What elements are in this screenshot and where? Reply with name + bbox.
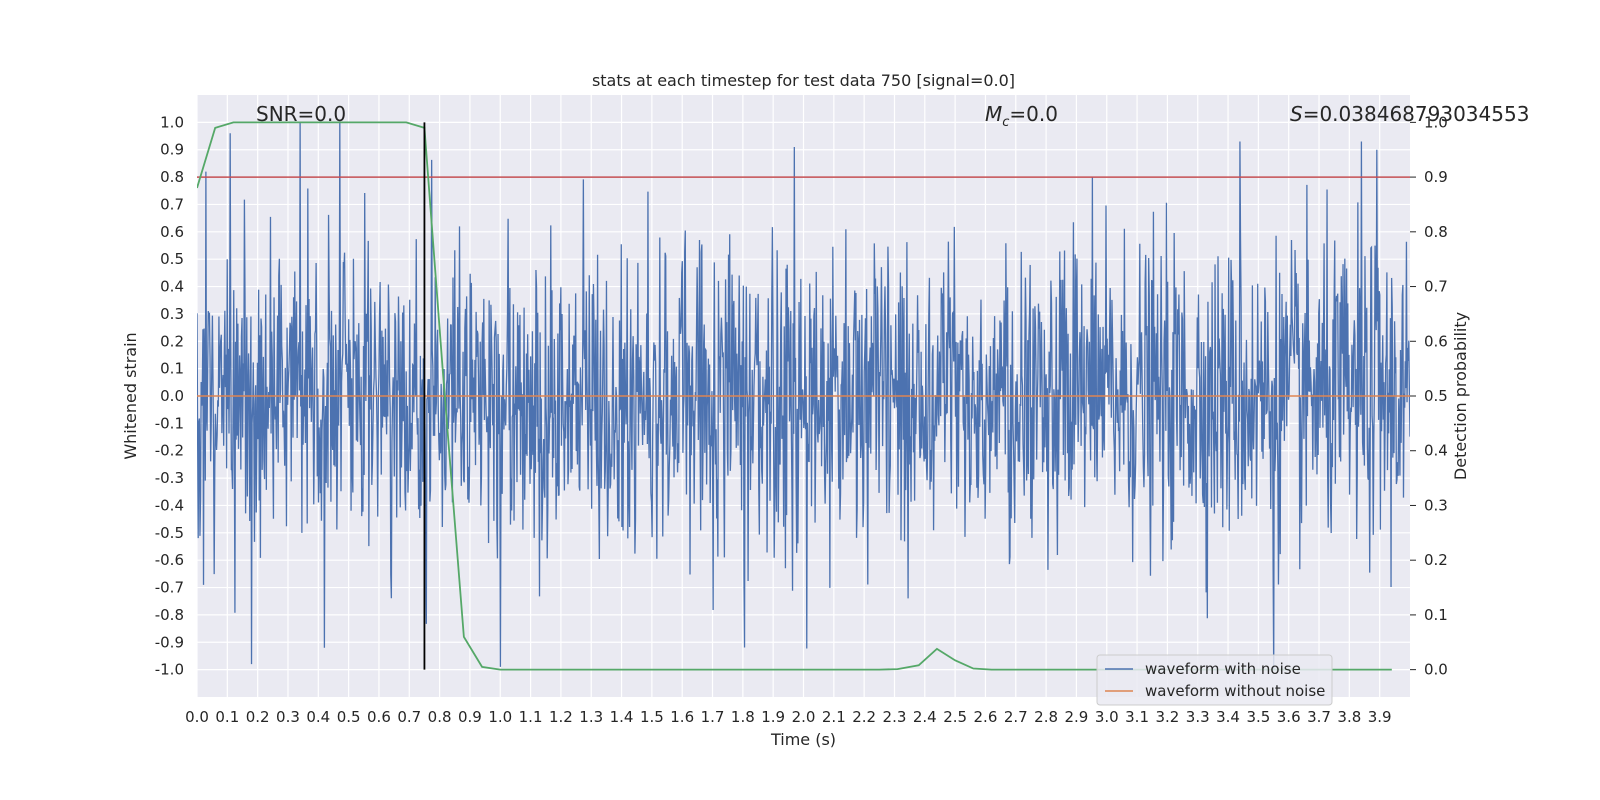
y-tick-label: -0.6 [155, 551, 184, 569]
mc-annotation: Mc=0.0 [985, 102, 1058, 130]
x-tick-label: 2.2 [852, 708, 876, 726]
x-tick-label: 3.5 [1246, 708, 1270, 726]
y-tick-label: -0.8 [155, 606, 184, 624]
x-tick-label: 2.0 [792, 708, 816, 726]
mc-subscript: c [1002, 115, 1009, 130]
y-tick-label: -0.9 [155, 633, 184, 651]
legend-label: waveform without noise [1145, 682, 1325, 700]
y-right-tick-label: 0.5 [1424, 387, 1448, 405]
y-axis-label-right: Detection probability [1451, 312, 1470, 480]
x-tick-label: 3.6 [1277, 708, 1301, 726]
y-tick-label: 0.1 [160, 360, 184, 378]
s-value: =0.038468793034553 [1303, 102, 1530, 126]
x-tick-label: 2.5 [943, 708, 967, 726]
y-axis-label: Whitened strain [121, 332, 140, 459]
y-tick-label: 0.7 [160, 195, 184, 213]
y-tick-label: 0.3 [160, 305, 184, 323]
x-tick-label: 1.6 [670, 708, 694, 726]
x-tick-label: 1.0 [488, 708, 512, 726]
x-tick-label: 0.6 [367, 708, 391, 726]
y-right-tick-label: 0.9 [1424, 168, 1448, 186]
mc-value: =0.0 [1009, 102, 1058, 126]
y-tick-label: -0.3 [155, 469, 184, 487]
x-axis-label: Time (s) [770, 730, 836, 749]
x-tick-label: 2.4 [913, 708, 937, 726]
x-tick-label: 1.2 [549, 708, 573, 726]
s-annotation: S=0.038468793034553 [1290, 102, 1529, 126]
x-tick-label: 3.0 [1095, 708, 1119, 726]
series-waveform-with-noise [197, 122, 1410, 670]
legend-box [1096, 654, 1333, 706]
y-right-tick-label: 0.1 [1424, 606, 1448, 624]
x-tick-label: 3.3 [1186, 708, 1210, 726]
legend: waveform with noise waveform without nois… [1096, 654, 1333, 706]
x-tick-label: 0.9 [458, 708, 482, 726]
x-tick-label: 1.5 [640, 708, 664, 726]
series-clip-group [197, 121, 1410, 671]
x-tick-label: 3.7 [1307, 708, 1331, 726]
x-tick-label: 3.1 [1125, 708, 1149, 726]
y-tick-label: 0.9 [160, 141, 184, 159]
x-tick-label: 3.4 [1216, 708, 1240, 726]
y-tick-label: 0.8 [160, 168, 184, 186]
y-right-tick-label: 0.4 [1424, 442, 1448, 460]
ticks: 0.0 0.1 0.2 0.3 0.4 0.5 0.6 0.7 0.8 0.9 1.0 1.1 1.2 1… [155, 113, 1448, 726]
y-tick-label: 1.0 [160, 113, 184, 131]
y-right-tick-label: 0.0 [1424, 661, 1448, 679]
x-tick-label: 0.7 [397, 708, 421, 726]
y-right-tick-label: 1.0 [1424, 113, 1448, 131]
x-tick-label: 1.7 [701, 708, 725, 726]
y-tick-label: 0.5 [160, 250, 184, 268]
y-tick-label: 0.2 [160, 332, 184, 350]
x-tick-label: 1.3 [579, 708, 603, 726]
y-right-tick-label: 0.2 [1424, 551, 1448, 569]
x-tick-label: 3.2 [1155, 708, 1179, 726]
x-tick-label: 1.1 [519, 708, 543, 726]
y-tick-label: -0.4 [155, 496, 184, 514]
x-tick-label: 0.3 [276, 708, 300, 726]
snr-annotation: SNR=0.0 [256, 102, 346, 126]
x-tick-label: 3.9 [1368, 708, 1392, 726]
x-tick-label: 3.8 [1337, 708, 1361, 726]
x-tick-label: 2.7 [1004, 708, 1028, 726]
y-tick-label: 0.6 [160, 223, 184, 241]
x-tick-label: 2.1 [822, 708, 846, 726]
series-layer [197, 121, 1410, 671]
s-symbol: S [1290, 102, 1303, 126]
x-tick-label: 0.2 [246, 708, 270, 726]
mc-symbol: M [985, 102, 1002, 126]
y-right-tick-label: 0.8 [1424, 223, 1448, 241]
y-tick-label: 0.0 [160, 387, 184, 405]
y-tick-label: -0.5 [155, 524, 184, 542]
y-tick-label: -0.1 [155, 414, 184, 432]
x-tick-label: 0.0 [185, 708, 209, 726]
x-tick-label: 1.4 [610, 708, 634, 726]
x-tick-label: 0.4 [306, 708, 330, 726]
x-tick-label: 0.8 [428, 708, 452, 726]
x-tick-label: 1.9 [761, 708, 785, 726]
y-tick-label: -0.2 [155, 442, 184, 460]
x-tick-label: 1.8 [731, 708, 755, 726]
y-right-tick-label: 0.6 [1424, 332, 1448, 350]
x-tick-label: 0.5 [337, 708, 361, 726]
y-right-tick-label: 0.7 [1424, 278, 1448, 296]
y-tick-label: 0.4 [160, 278, 184, 296]
legend-label: waveform with noise [1145, 660, 1301, 678]
y-tick-label: -0.7 [155, 579, 184, 597]
x-tick-label: 2.3 [883, 708, 907, 726]
y-right-tick-label: 0.3 [1424, 496, 1448, 514]
x-tick-label: 2.9 [1064, 708, 1088, 726]
x-tick-label: 2.6 [974, 708, 998, 726]
x-tick-label: 0.1 [215, 708, 239, 726]
chart-title: stats at each timestep for test data 750… [592, 71, 1015, 90]
y-tick-label: -1.0 [155, 661, 184, 679]
x-tick-label: 2.8 [1034, 708, 1058, 726]
